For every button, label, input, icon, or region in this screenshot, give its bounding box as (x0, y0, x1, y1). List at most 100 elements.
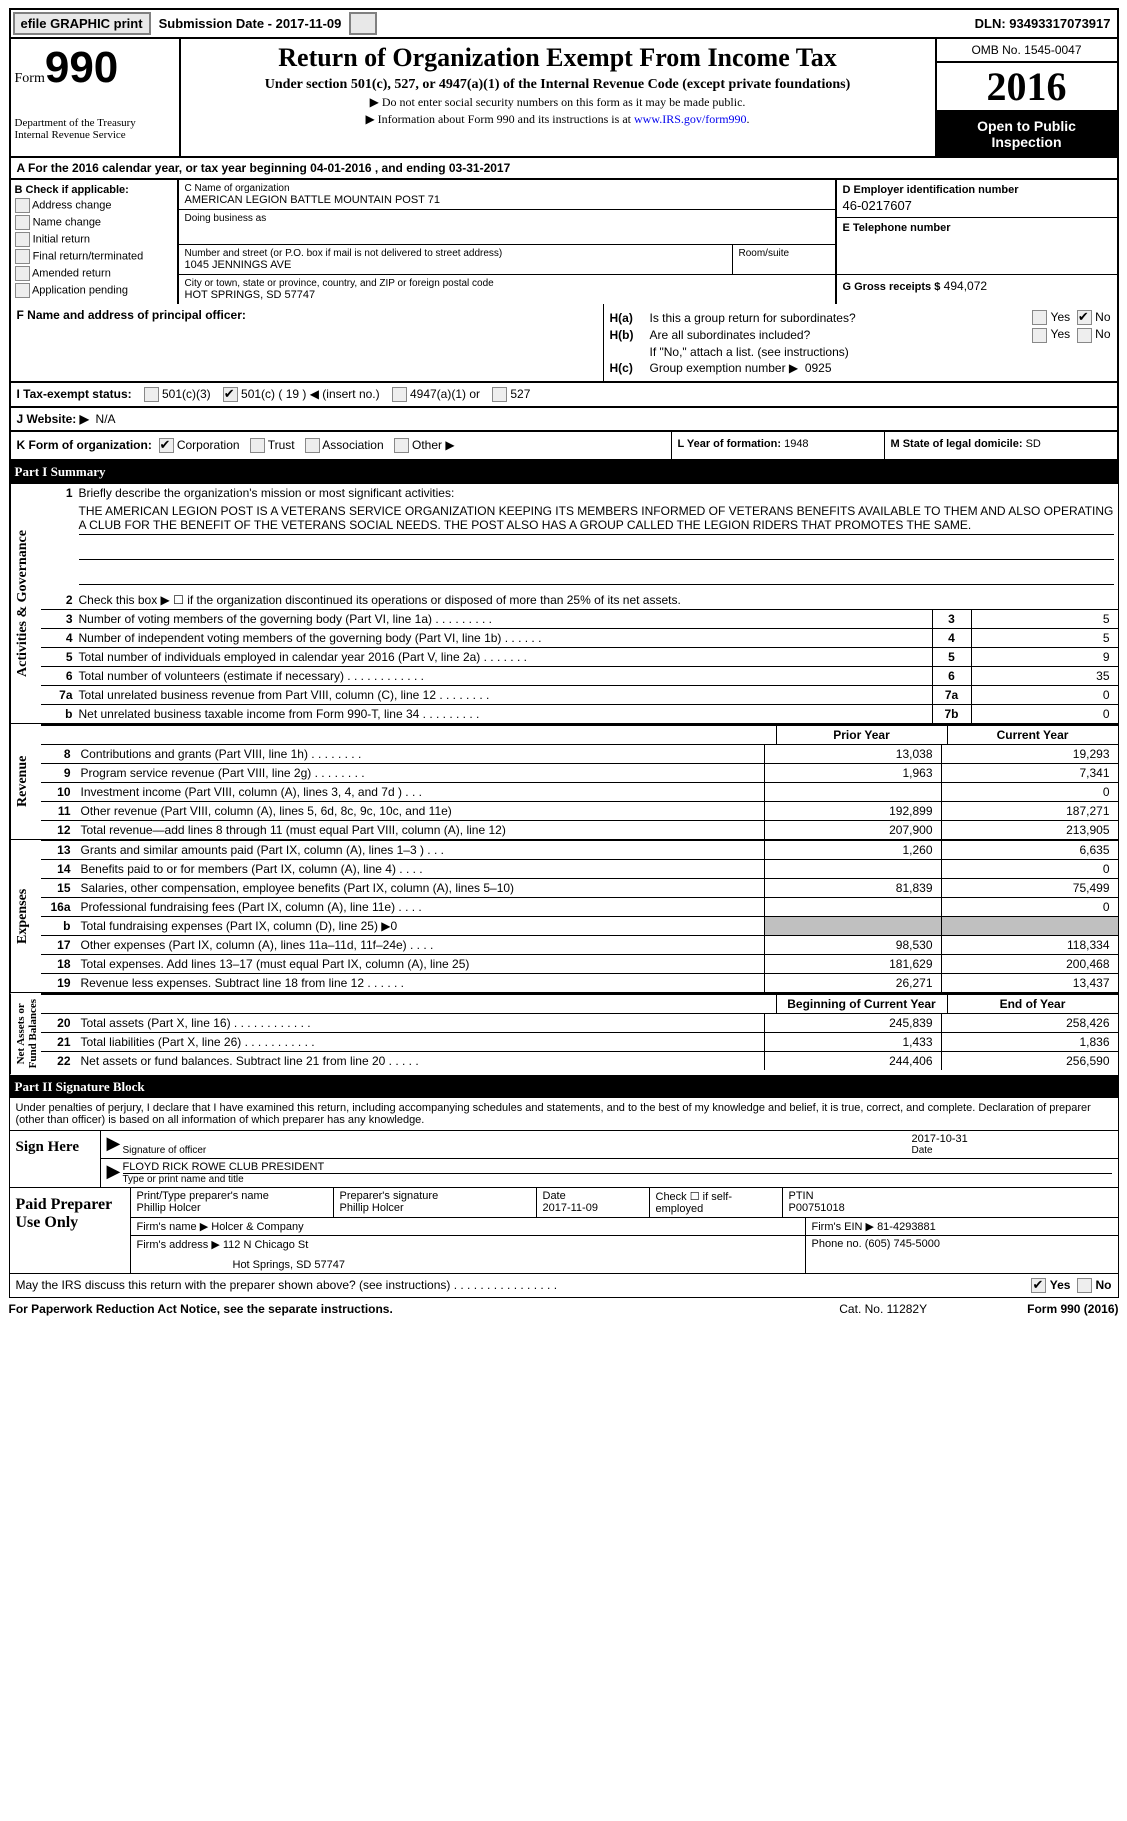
sig-date: 2017-10-31 (912, 1133, 1112, 1145)
officer-name-title: FLOYD RICK ROWE CLUB PRESIDENT (123, 1161, 1112, 1173)
row-12: 12Total revenue—add lines 8 through 11 (… (41, 820, 1118, 839)
perjury-statement: Under penalties of perjury, I declare th… (10, 1098, 1118, 1130)
cat-no: Cat. No. 11282Y (839, 1302, 927, 1316)
vlabel-net-assets: Net Assets orFund Balances (10, 993, 41, 1074)
vlabel-expenses: Expenses (10, 840, 41, 992)
cb-address-change[interactable]: Address change (15, 198, 173, 213)
signature-block: Under penalties of perjury, I declare th… (9, 1098, 1119, 1274)
row-j-website: J Website: ▶ N/A (9, 408, 1119, 432)
net-assets-section: Net Assets orFund Balances Beginning of … (9, 993, 1119, 1075)
org-name-label: C Name of organization (185, 183, 829, 194)
top-bar: efile GRAPHIC print Submission Date - 20… (9, 8, 1119, 39)
gov-row-7b: bNet unrelated business taxable income f… (41, 704, 1118, 723)
gov-row-3: 3Number of voting members of the governi… (41, 609, 1118, 628)
row-a-tax-year: A For the 2016 calendar year, or tax yea… (9, 158, 1119, 180)
dept-treasury: Department of the Treasury (15, 117, 175, 129)
hb-text: Are all subordinates included? (650, 328, 811, 342)
mission-text: THE AMERICAN LEGION POST IS A VETERANS S… (79, 504, 1114, 535)
header-mid: Return of Organization Exempt From Incom… (181, 39, 935, 156)
col-b-checkboxes: B Check if applicable: Address change Na… (11, 180, 179, 304)
open-to-public: Open to Public Inspection (937, 112, 1117, 156)
row-22: 22Net assets or fund balances. Subtract … (41, 1051, 1118, 1070)
row-15: 15Salaries, other compensation, employee… (41, 878, 1118, 897)
ha-text: Is this a group return for subordinates? (650, 311, 856, 325)
irs-label: Internal Revenue Service (15, 129, 175, 141)
hc-value: 0925 (805, 361, 832, 375)
revenue-section: Revenue Prior YearCurrent Year 8Contribu… (9, 724, 1119, 840)
preparer-name: Phillip Holcer (137, 1202, 327, 1214)
submission-date: Submission Date - 2017-11-09 (153, 16, 348, 31)
row-i-tax-exempt: I Tax-exempt status: 501(c)(3) 501(c) ( … (9, 383, 1119, 408)
city-label: City or town, state or province, country… (185, 278, 829, 289)
gross-receipts-label: G Gross receipts $ (843, 281, 941, 293)
form-subtitle: Under section 501(c), 527, or 4947(a)(1)… (189, 77, 927, 93)
firm-name: Holcer & Company (211, 1221, 303, 1233)
current-year-header: Current Year (947, 726, 1118, 744)
cb-application-pending[interactable]: Application pending (15, 283, 173, 298)
part-i-bar: Part I Summary (9, 461, 1119, 483)
page-footer: For Paperwork Reduction Act Notice, see … (9, 1298, 1119, 1320)
cb-final-return[interactable]: Final return/terminated (15, 249, 173, 264)
gov-row-6: 6Total number of volunteers (estimate if… (41, 666, 1118, 685)
gov-row-5: 5Total number of individuals employed in… (41, 647, 1118, 666)
principal-officer: F Name and address of principal officer: (11, 304, 604, 381)
line2-text: Check this box ▶ ☐ if the organization d… (79, 593, 1114, 607)
form-header: Form990 Department of the Treasury Inter… (9, 39, 1119, 158)
row-13: 13Grants and similar amounts paid (Part … (41, 840, 1118, 859)
omb-number: OMB No. 1545-0047 (937, 39, 1117, 63)
cb-amended-return[interactable]: Amended return (15, 266, 173, 281)
dba-label: Doing business as (185, 213, 829, 224)
street-value: 1045 JENNINGS AVE (185, 259, 726, 271)
city-value: HOT SPRINGS, SD 57747 (185, 289, 829, 301)
col-d-e-g: D Employer identification number46-02176… (835, 180, 1117, 304)
ssn-note: ▶ Do not enter social security numbers o… (189, 95, 927, 110)
gov-row-7a: 7aTotal unrelated business revenue from … (41, 685, 1118, 704)
street-label: Number and street (or P.O. box if mail i… (185, 248, 726, 259)
sign-here-label: Sign Here (10, 1131, 101, 1187)
row-16a: 16aProfessional fundraising fees (Part I… (41, 897, 1118, 916)
sig-officer-label: Signature of officer (123, 1145, 912, 1156)
hb-note: If "No," attach a list. (see instruction… (610, 345, 1111, 359)
irs-link[interactable]: www.IRS.gov/form990 (634, 112, 747, 126)
group-return: H(a)Is this a group return for subordina… (604, 304, 1117, 381)
row-b: bTotal fundraising expenses (Part IX, co… (41, 916, 1118, 935)
row-19: 19Revenue less expenses. Subtract line 1… (41, 973, 1118, 992)
gross-receipts-value: 494,072 (944, 279, 987, 293)
firm-ein: 81-4293881 (877, 1221, 936, 1233)
row-20: 20Total assets (Part X, line 16) . . . .… (41, 1013, 1118, 1032)
name-title-label: Type or print name and title (123, 1173, 1112, 1185)
prior-year-header: Prior Year (776, 726, 947, 744)
header-right: OMB No. 1545-0047 2016 Open to Public In… (935, 39, 1117, 156)
part-ii-bar: Part II Signature Block (9, 1076, 1119, 1098)
vlabel-governance: Activities & Governance (10, 484, 41, 723)
vlabel-revenue: Revenue (10, 724, 41, 839)
row-9: 9Program service revenue (Part VIII, lin… (41, 763, 1118, 782)
cb-initial-return[interactable]: Initial return (15, 232, 173, 247)
row-14: 14Benefits paid to or for members (Part … (41, 859, 1118, 878)
discuss-row: May the IRS discuss this return with the… (9, 1274, 1119, 1298)
dln: DLN: 93493317073917 (975, 16, 1117, 31)
info-note: ▶ Information about Form 990 and its ins… (189, 112, 927, 127)
firm-address1: 112 N Chicago St (223, 1239, 308, 1251)
form-990: efile GRAPHIC print Submission Date - 20… (9, 8, 1119, 1320)
row-18: 18Total expenses. Add lines 13–17 (must … (41, 954, 1118, 973)
line1-label: Briefly describe the organization's miss… (79, 486, 1114, 500)
self-employed-check[interactable]: Check ☐ if self-employed (650, 1188, 783, 1217)
hc-text: Group exemption number ▶ (650, 361, 799, 375)
firm-phone: (605) 745-5000 (865, 1238, 940, 1250)
efile-graphic-print-button[interactable]: efile GRAPHIC print (13, 12, 151, 35)
year-formation: L Year of formation: 1948 (671, 432, 884, 459)
firm-address2: Hot Springs, SD 57747 (137, 1251, 799, 1271)
row-17: 17Other expenses (Part IX, column (A), l… (41, 935, 1118, 954)
preparer-date: 2017-11-09 (543, 1202, 643, 1214)
date-label: Date (912, 1145, 1112, 1156)
row-10: 10Investment income (Part VIII, column (… (41, 782, 1118, 801)
end-year-header: End of Year (947, 995, 1118, 1013)
header-left: Form990 Department of the Treasury Inter… (11, 39, 181, 156)
org-name: AMERICAN LEGION BATTLE MOUNTAIN POST 71 (185, 194, 829, 206)
cb-name-change[interactable]: Name change (15, 215, 173, 230)
preparer-signature: Phillip Holcer (340, 1202, 530, 1214)
room-label: Room/suite (739, 248, 829, 259)
discuss-text: May the IRS discuss this return with the… (16, 1278, 558, 1293)
section-b-to-g: B Check if applicable: Address change Na… (9, 180, 1119, 304)
